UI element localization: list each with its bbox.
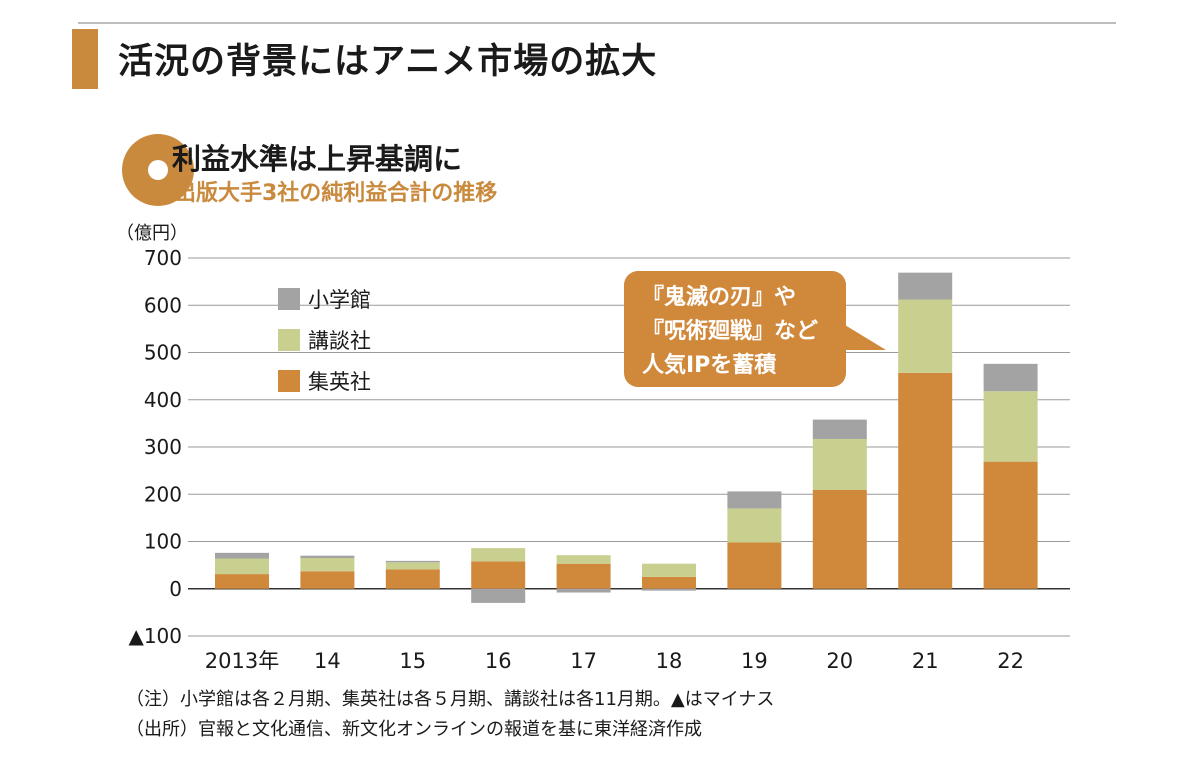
y-tick-label: 0	[169, 577, 182, 601]
bar-segment-0-3	[471, 561, 526, 589]
legend-item-shogakukan: 小学館	[278, 278, 371, 319]
y-tick-label: ▲100	[128, 624, 182, 648]
x-tick-label: 14	[314, 649, 341, 673]
bar-segment-0-1	[300, 571, 355, 589]
bar-segment-2-3	[471, 588, 526, 603]
y-tick-label: 300	[144, 435, 182, 459]
y-tick-label: 400	[144, 388, 182, 412]
y-tick-label: 200	[144, 482, 182, 506]
callout-line-3: 人気IPを蓄積	[642, 353, 777, 378]
annotation-callout: 『鬼滅の刃』や 『呪術廻戦』など 人気IPを蓄積	[624, 271, 846, 387]
y-tick-label: 700	[144, 246, 182, 270]
bar-segment-2-4	[556, 588, 611, 593]
bar-segment-0-4	[556, 563, 611, 589]
y-axis-unit: （億円）	[116, 223, 188, 244]
callout-line-1: 『鬼滅の刃』や	[642, 285, 797, 310]
x-tick-label: 17	[570, 649, 597, 673]
x-tick-label: 20	[826, 649, 853, 673]
bar-segment-1-9	[983, 391, 1038, 462]
bar-segment-1-6	[727, 508, 782, 543]
bar-segment-0-8	[898, 372, 953, 589]
legend-item-kodansha: 講談社	[278, 319, 371, 360]
bar-segment-2-7	[812, 419, 867, 439]
bar-segment-0-5	[642, 576, 696, 589]
chart-subtitle: 出版大手3社の純利益合計の推移	[174, 181, 498, 206]
bar-segment-2-9	[983, 363, 1038, 392]
bar-segment-2-8	[898, 272, 953, 300]
footnote: （注）小学館は各２月期、集英社は各５月期、講談社は各11月期。▲はマイナス	[126, 689, 775, 710]
bar-segment-2-2	[385, 560, 440, 563]
y-tick-label: 600	[144, 293, 182, 317]
legend-label-shueisha: 集英社	[308, 369, 371, 394]
x-tick-label: 19	[741, 649, 768, 673]
x-tick-label: 15	[399, 649, 426, 673]
legend-swatch-kodansha	[278, 328, 300, 351]
callout-pointer	[840, 322, 886, 350]
source-note: （出所）官報と文化通信、新文化オンラインの報道を基に東洋経済作成	[126, 719, 702, 740]
x-tick-label: 21	[912, 649, 939, 673]
bar-segment-2-5	[642, 588, 696, 591]
bar-segment-1-1	[300, 558, 355, 572]
callout-line-2: 『呪術廻戦』など	[642, 319, 819, 344]
y-tick-label: 500	[144, 341, 182, 365]
legend-swatch-shogakukan	[278, 287, 300, 310]
bar-segment-0-7	[812, 489, 867, 589]
legend-label-shogakukan: 小学館	[308, 287, 371, 312]
legend-swatch-shueisha	[278, 369, 300, 392]
x-tick-label: 18	[656, 649, 683, 673]
bar-segment-2-0	[215, 552, 269, 559]
top-divider	[78, 22, 1116, 24]
bar-segment-1-0	[215, 558, 269, 575]
bar-segment-1-7	[812, 438, 867, 490]
bar-segment-2-1	[300, 555, 355, 559]
legend-label-kodansha: 講談社	[308, 328, 371, 353]
chart-legend: 小学館 講談社 集英社	[278, 278, 371, 401]
x-tick-label: 16	[485, 649, 512, 673]
bar-segment-1-4	[556, 555, 611, 564]
bar-segment-0-9	[983, 461, 1038, 589]
x-tick-label: 2013年	[205, 649, 279, 673]
bar-segment-2-6	[727, 491, 782, 509]
chart-title: 利益水準は上昇基調に	[172, 142, 463, 176]
legend-item-shueisha: 集英社	[278, 360, 371, 401]
bar-segment-0-6	[727, 542, 782, 589]
bar-segment-1-3	[471, 548, 526, 562]
title-disc-icon	[122, 134, 194, 206]
bar-segment-0-0	[215, 574, 269, 589]
bar-segment-1-8	[898, 299, 953, 373]
bar-segment-1-5	[642, 563, 696, 577]
bar-segment-0-2	[385, 569, 440, 589]
x-tick-label: 22	[997, 649, 1024, 673]
heading-accent-bar	[72, 29, 98, 89]
section-heading: 活況の背景にはアニメ市場の拡大	[118, 42, 658, 82]
y-tick-label: 100	[144, 530, 182, 554]
bar-segment-1-2	[385, 562, 440, 570]
